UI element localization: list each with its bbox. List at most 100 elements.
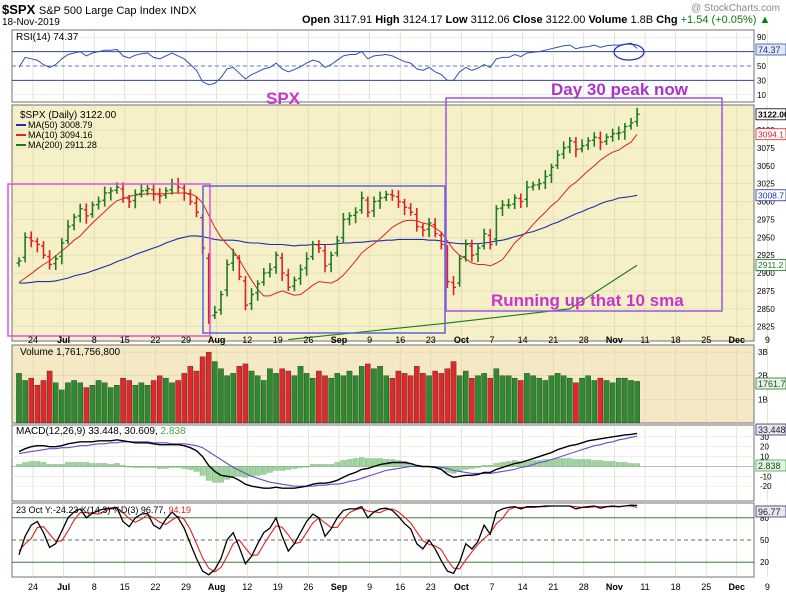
spx-annotation: SPX bbox=[266, 89, 301, 108]
ohlc-bar bbox=[236, 254, 242, 281]
low-label: Low bbox=[445, 14, 468, 26]
x-tick-label: 15 bbox=[120, 335, 130, 345]
macd-histogram-bar bbox=[114, 463, 120, 467]
ohlc-bar bbox=[53, 255, 59, 271]
volume-bar bbox=[634, 381, 640, 424]
volume-bar bbox=[377, 366, 383, 424]
price-y-tick-label: 2950 bbox=[757, 233, 775, 242]
volume-bar bbox=[450, 361, 457, 424]
rsi-highlight-circle bbox=[613, 43, 645, 61]
ohlc-bar bbox=[359, 191, 365, 214]
macd-histogram-bar bbox=[279, 466, 285, 471]
volume-bar bbox=[511, 377, 518, 424]
high-value: 3124.17 bbox=[402, 14, 443, 26]
volume-bar bbox=[573, 382, 579, 424]
ohlc-bar bbox=[610, 128, 616, 142]
volume-bar bbox=[389, 377, 396, 424]
price-panel-frame bbox=[11, 104, 755, 342]
volume-bar bbox=[616, 377, 622, 424]
price-value-tag bbox=[755, 108, 786, 121]
macd-histogram-bar bbox=[261, 466, 267, 475]
macd-hist-tag bbox=[755, 459, 786, 472]
x-tick-label: 19 bbox=[273, 582, 283, 592]
ohlc-bar bbox=[126, 194, 132, 208]
x-tick-label: Sep bbox=[331, 335, 348, 345]
macd-histogram-bar bbox=[150, 466, 157, 468]
volume-bar bbox=[261, 380, 267, 424]
volume-bar bbox=[444, 368, 451, 424]
volume-bar bbox=[438, 373, 445, 424]
macd-histogram-bar bbox=[285, 466, 292, 470]
stochastic-value-tag bbox=[755, 505, 786, 518]
x-tick-label: Jul bbox=[57, 582, 70, 592]
volume-bar bbox=[493, 368, 500, 424]
x-tick-label: Nov bbox=[606, 582, 623, 592]
stochastic-y-tick-label: 50 bbox=[760, 536, 769, 545]
macd-y-tick-label: 10 bbox=[760, 453, 769, 462]
volume-bar bbox=[383, 375, 389, 424]
ohlc-bar bbox=[628, 117, 634, 130]
ohlc-bar bbox=[163, 187, 169, 199]
price-value-tag bbox=[755, 189, 786, 202]
ohlc-bar bbox=[402, 198, 408, 216]
consolidation-box-pink bbox=[7, 183, 211, 337]
ohlc-bar bbox=[469, 239, 475, 262]
macd-histogram-bar bbox=[28, 461, 35, 467]
macd-histogram-bar bbox=[205, 466, 212, 481]
stochastic-label-values: 23 Oct Y:-24.23 K(14,3) %D(3) 96.77, bbox=[16, 505, 166, 515]
x-tick-label: Nov bbox=[606, 335, 623, 345]
ohlc-bar bbox=[96, 196, 102, 210]
volume-bar bbox=[524, 373, 530, 424]
x-tick-label: 12 bbox=[242, 582, 252, 592]
rally-box-purple bbox=[445, 97, 723, 312]
x-tick-label: 25 bbox=[701, 582, 711, 592]
ohlc-bar bbox=[132, 189, 138, 209]
volume-y-tick-label: 3B bbox=[758, 348, 768, 357]
volume-bar bbox=[101, 382, 108, 424]
volume-bar bbox=[628, 380, 634, 424]
price-y-tick-label: 2900 bbox=[757, 269, 775, 278]
x-tick-label: Oct bbox=[454, 582, 469, 592]
ohlc-bar bbox=[634, 107, 640, 127]
rsi-series bbox=[18, 42, 638, 86]
ohlc-bar bbox=[255, 280, 261, 301]
x-tick-label: Aug bbox=[208, 335, 226, 345]
stochastic-y-axis: 20 50 80 bbox=[760, 514, 769, 567]
ohlc-bar bbox=[279, 252, 285, 281]
macd-histogram-bar bbox=[71, 462, 77, 467]
volume-bar bbox=[554, 373, 561, 424]
symbol-title: $SPX S&P 500 Large Cap Index INDX bbox=[2, 2, 196, 17]
x-tick-label: 26 bbox=[303, 582, 313, 592]
volume-bar bbox=[175, 380, 181, 424]
rsi-panel: 1030507090 RSI(14) 74.37 74.37 bbox=[11, 29, 786, 103]
rsi-y-tick-label: 30 bbox=[757, 76, 766, 85]
macd-histogram-bar bbox=[242, 466, 249, 478]
volume-bar bbox=[230, 373, 236, 424]
ohlc-bar bbox=[267, 263, 273, 278]
macd-histogram-bar bbox=[567, 458, 573, 467]
ohlc-bar bbox=[481, 228, 487, 250]
macd-line bbox=[18, 432, 638, 489]
x-tick-label: 8 bbox=[92, 335, 97, 345]
ohlc-bar bbox=[285, 268, 291, 291]
ohlc-bar bbox=[432, 218, 438, 238]
volume-bar bbox=[542, 380, 549, 424]
x-tick-label: 9 bbox=[367, 335, 372, 345]
macd-histogram-bar bbox=[340, 460, 347, 467]
ohlc-bar bbox=[273, 251, 279, 274]
ohlc-bar bbox=[457, 255, 463, 287]
x-tick-label: Sep bbox=[331, 582, 348, 592]
stochastic-y-tick-label: 20 bbox=[760, 558, 769, 567]
ohlc-bar bbox=[548, 163, 554, 183]
volume-bar bbox=[420, 373, 426, 424]
ohlc-bar bbox=[518, 193, 524, 208]
macd-y-tick-label: 20 bbox=[760, 443, 769, 452]
volume-bar bbox=[456, 375, 463, 424]
macd-value-tag-text: 33.448 bbox=[758, 425, 786, 435]
volume-bar bbox=[59, 389, 65, 424]
ohlc-bar bbox=[506, 198, 512, 209]
macd-histogram-bar bbox=[40, 462, 47, 467]
close-label: Close bbox=[512, 14, 543, 26]
rsi-value-tag bbox=[755, 43, 786, 56]
